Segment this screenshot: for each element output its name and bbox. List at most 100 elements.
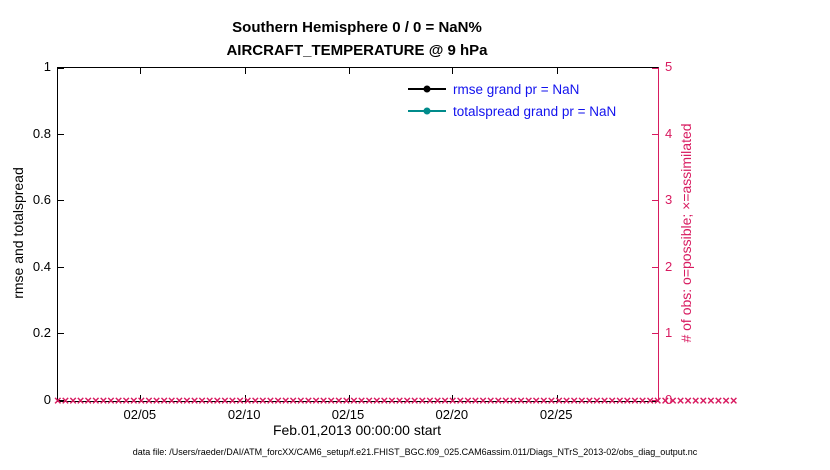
assimilated-marker: ×: [593, 393, 601, 408]
y-axis-left-tick-mark: [58, 200, 64, 202]
assimilated-marker: ×: [213, 393, 222, 408]
assimilated-marker: ×: [729, 393, 738, 408]
assimilated-marker: ×: [205, 393, 214, 408]
assimilated-marker: ×: [691, 393, 700, 408]
chart-title-line2: AIRCRAFT_TEMPERATURE @ 9 hPa: [226, 42, 488, 59]
y-axis-right-tick-mark: [652, 200, 658, 202]
assimilated-marker: ×: [418, 393, 427, 408]
x-axis-tick-label: 02/20: [435, 407, 469, 422]
assimilated-marker: ×: [615, 393, 624, 408]
assimilated-marker: ×: [502, 393, 510, 408]
y-axis-left-tick-label: 1: [43, 59, 51, 74]
legend-item-rmse: rmse grand pr = NaN: [408, 78, 616, 100]
assimilated-marker: ×: [722, 393, 730, 408]
assimilated-marker: ×: [145, 393, 153, 408]
assimilated-marker: ×: [524, 393, 533, 408]
assimilated-marker: ×: [623, 393, 632, 408]
assimilated-marker: ×: [357, 393, 366, 408]
assimilated-marker: ×: [342, 393, 351, 408]
chart-title: Southern Hemisphere 0 / 0 = NaN% AIRCRAF…: [57, 16, 657, 62]
assimilated-marker: ×: [486, 393, 495, 408]
assimilated-marker: ×: [289, 393, 297, 408]
assimilated-marker-row: × × × × × × × × × × × × × × × × × × × × × × × × × × × × × × × × × × × × × × × ×…: [54, 393, 737, 409]
caption: data file: /Users/raeder/DAI/ATM_forcXX/…: [132, 447, 698, 457]
x-axis-tick-mark-top: [244, 68, 246, 74]
legend-label-rmse: rmse grand pr = NaN: [453, 81, 580, 97]
y-axis-left-tick-label: 0.6: [32, 192, 51, 208]
x-axis-tick-mark-top: [452, 68, 454, 74]
assimilated-marker: ×: [555, 393, 563, 408]
x-axis-tick-mark-bottom: [140, 395, 142, 401]
assimilated-marker: ×: [312, 393, 320, 408]
y-axis-left-tick-label: 0.8: [32, 125, 51, 141]
assimilated-marker: ×: [251, 393, 260, 408]
y-axis-right-tick-mark: [652, 68, 658, 69]
y-axis-right-tick-mark: [652, 400, 658, 401]
assimilated-marker: ×: [167, 393, 176, 408]
assimilated-marker: ×: [69, 393, 77, 408]
assimilated-marker: ×: [699, 393, 708, 408]
assimilated-marker: ×: [479, 393, 487, 408]
rmse-line-marker: [408, 85, 446, 93]
totalspread-line-marker: [408, 107, 446, 115]
assimilated-marker: ×: [122, 393, 130, 408]
assimilated-marker: ×: [372, 393, 381, 408]
assimilated-marker: ×: [129, 393, 138, 408]
assimilated-marker: ×: [653, 393, 662, 408]
assimilated-marker: ×: [61, 393, 70, 408]
x-axis-tick-mark-bottom: [348, 395, 350, 401]
assimilated-marker: ×: [426, 393, 434, 408]
assimilated-marker: ×: [152, 393, 161, 408]
y-axis-left-tick-mark: [58, 400, 64, 401]
assimilated-marker: ×: [676, 393, 685, 408]
assimilated-marker: ×: [114, 393, 123, 408]
assimilated-marker: ×: [540, 393, 548, 408]
y-axis-right-tick-label: 3: [665, 192, 673, 208]
x-axis-tick-mark-top: [140, 68, 142, 74]
chart-title-line1: Southern Hemisphere 0 / 0 = NaN%: [232, 19, 482, 36]
y-axis-right-tick-mark: [652, 333, 658, 335]
assimilated-marker: ×: [464, 393, 472, 408]
assimilated-marker: ×: [471, 393, 480, 408]
x-axis-tick-label: 02/25: [539, 407, 573, 422]
y-axis-right-tick-label: 2: [665, 258, 673, 274]
y-axis-left-tick-mark: [58, 333, 64, 335]
y-axis-left-tick-mark: [58, 266, 64, 268]
assimilated-marker: ×: [600, 393, 609, 408]
y-axis-left-label: rmse and totalspread: [10, 167, 26, 299]
assimilated-marker: ×: [190, 393, 199, 408]
assimilated-marker: ×: [334, 393, 343, 408]
assimilated-marker: ×: [410, 393, 419, 408]
assimilated-marker: ×: [327, 393, 335, 408]
y-axis-left-tick-mark: [58, 68, 64, 69]
y-axis-right-tick-label: 0: [665, 392, 673, 407]
assimilated-marker: ×: [388, 393, 396, 408]
y-axis-right-tick-label: 1: [665, 325, 673, 341]
x-axis-tick-mark-bottom: [452, 395, 454, 401]
y-axis-right-label: # of obs: o=possible; ×=assimilated: [678, 123, 694, 343]
assimilated-marker: ×: [509, 393, 518, 408]
assimilated-marker: ×: [350, 393, 358, 408]
y-axis-right-tick-mark: [652, 133, 658, 135]
assimilated-marker: ×: [259, 393, 267, 408]
legend: rmse grand pr = NaN totalspread grand pr…: [408, 78, 616, 122]
y-axis-right-tick-mark: [652, 266, 658, 268]
assimilated-marker: ×: [646, 393, 654, 408]
assimilated-marker: ×: [54, 393, 62, 408]
assimilated-marker: ×: [99, 393, 108, 408]
assimilated-marker: ×: [243, 393, 252, 408]
assimilated-marker: ×: [137, 393, 146, 408]
x-axis-tick-mark-bottom: [244, 395, 246, 401]
assimilated-marker: ×: [236, 393, 244, 408]
assimilated-marker: ×: [319, 393, 328, 408]
assimilated-marker: ×: [669, 393, 677, 408]
assimilated-marker: ×: [91, 393, 100, 408]
assimilated-marker: ×: [297, 393, 305, 408]
assimilated-marker: ×: [456, 393, 465, 408]
assimilated-marker: ×: [175, 393, 184, 408]
rmse-dot-marker: [423, 85, 431, 93]
y-axis-right-tick-label: 5: [665, 59, 673, 74]
assimilated-marker: ×: [160, 393, 168, 408]
assimilated-marker: ×: [707, 393, 715, 408]
